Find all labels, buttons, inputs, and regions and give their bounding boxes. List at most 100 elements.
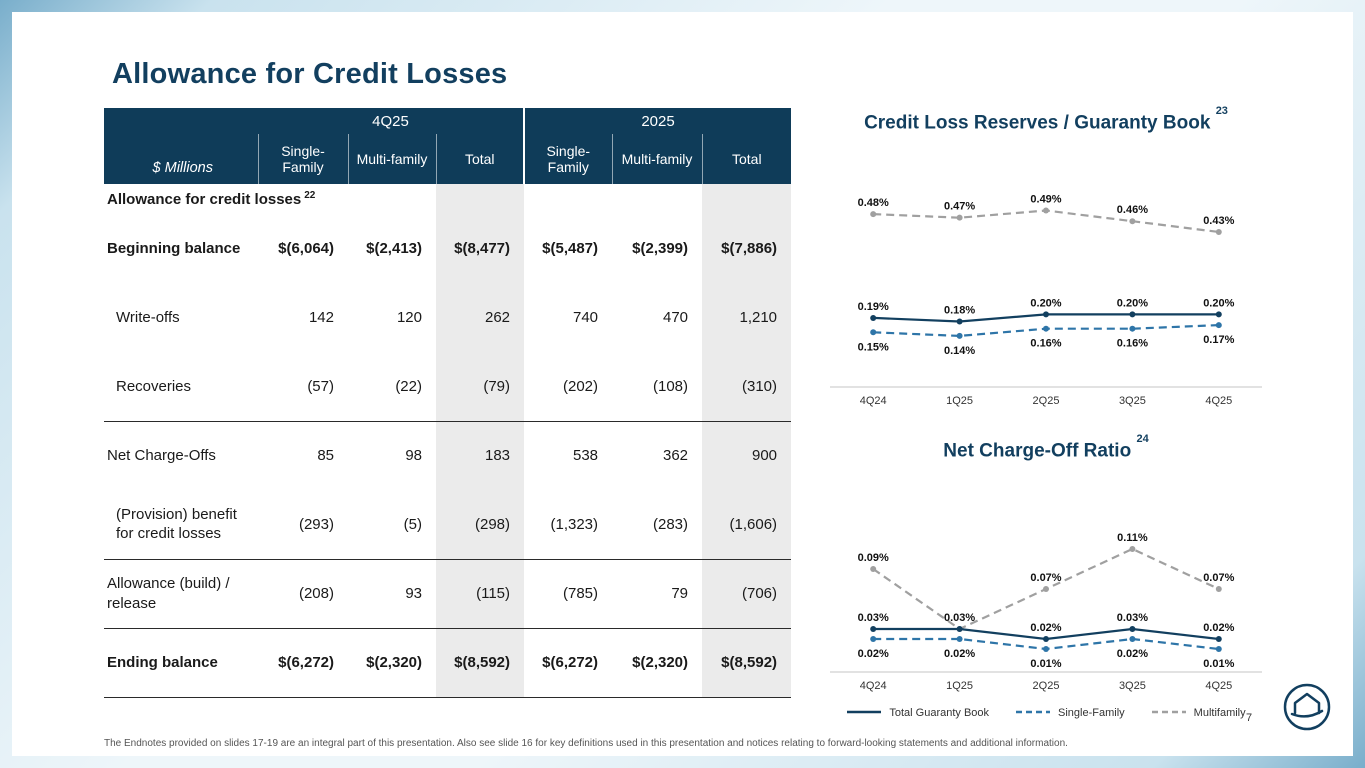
data-point-total-guaranty-book <box>1129 311 1136 318</box>
x-tick-label: 2Q25 <box>1033 680 1060 692</box>
data-label-single-family: 0.02% <box>944 648 975 660</box>
data-point-total-guaranty-book <box>1129 626 1136 632</box>
data-point-multifamily <box>1215 586 1222 592</box>
table-row-provision-benefit: (Provision) benefit for credit losses (2… <box>104 490 792 560</box>
legend-swatch-svg <box>1016 710 1051 714</box>
data-point-total-guaranty-book <box>1043 636 1049 642</box>
legend-swatch-svg <box>847 710 882 714</box>
col-header-multi-family-y: Multi-family <box>611 134 703 184</box>
data-label-multifamily: 0.48% <box>858 197 889 209</box>
data-point-multifamily <box>1129 546 1136 552</box>
data-point-single-family <box>1043 646 1049 652</box>
data-label-multifamily: 0.09% <box>858 552 889 564</box>
col-group-4q25: 4Q25 <box>258 108 525 134</box>
data-point-single-family <box>870 329 877 336</box>
data-point-total-guaranty-book <box>1215 636 1222 642</box>
table-row-recoveries: Recoveries (57) (22) (79) (202) (108) (3… <box>104 352 792 421</box>
x-tick-label: 4Q25 <box>1205 395 1232 407</box>
data-point-total-guaranty-book <box>870 626 877 632</box>
table-row-write-offs: Write-offs 142 120 262 740 470 1,210 <box>104 283 792 352</box>
data-point-single-family <box>956 636 963 642</box>
data-label-single-family: 0.02% <box>1117 648 1148 660</box>
data-label-single-family: 0.14% <box>944 345 975 357</box>
data-point-single-family <box>1215 322 1222 329</box>
page-title: Allowance for Credit Losses <box>112 58 508 90</box>
x-tick-label: 1Q25 <box>946 680 973 692</box>
slide-card: Allowance for Credit Losses $ Millions 4… <box>12 12 1353 756</box>
table-row-ending-balance: Ending balance $(6,272) $(2,320) $(8,592… <box>104 628 792 698</box>
data-label-multifamily: 0.43% <box>1203 215 1234 227</box>
table-row-net-charge-offs: Net Charge-Offs 85 98 183 538 362 900 <box>104 420 792 490</box>
row-label: Net Charge-Offs <box>104 420 258 490</box>
row-label: (Provision) benefit for credit losses <box>104 490 258 560</box>
data-label-multifamily: 0.47% <box>944 201 975 213</box>
table-group-header-row: $ Millions 4Q25 2025 <box>104 108 792 184</box>
x-tick-label: 3Q25 <box>1119 395 1146 407</box>
data-label-multifamily: 0.03% <box>944 612 975 624</box>
legend-line-dashed-gray-icon <box>1151 704 1187 722</box>
data-label-single-family: 0.17% <box>1203 334 1234 346</box>
row-label: Beginning balance <box>107 239 241 257</box>
data-label-single-family: 0.16% <box>1117 338 1148 350</box>
col-header-multi-family-q: Multi-family <box>347 134 436 184</box>
x-tick-label: 4Q24 <box>860 395 887 407</box>
legend-item-total-guaranty-book: Total Guaranty Book <box>846 704 989 722</box>
data-point-single-family <box>1043 325 1049 332</box>
data-point-single-family <box>870 636 877 642</box>
charts-panel: Credit Loss Reserves / Guaranty Book 23 … <box>830 12 1262 756</box>
data-point-multifamily <box>956 214 963 221</box>
chart1-title: Credit Loss Reserves / Guaranty Book 23 <box>864 105 1228 134</box>
data-label-single-family: 0.01% <box>1030 658 1061 670</box>
data-point-total-guaranty-book <box>1215 311 1222 318</box>
chart-legend: Total Guaranty Book Single-Family Multif… <box>830 704 1262 722</box>
legend-swatch-svg <box>1151 710 1186 714</box>
data-point-multifamily <box>1215 228 1222 235</box>
data-label-multifamily: 0.46% <box>1117 204 1148 216</box>
fannie-mae-logo <box>1283 683 1331 731</box>
data-label-total-guaranty-book: 0.03% <box>858 612 889 624</box>
line-chart-svg: 4Q24 1Q25 2Q25 3Q25 4Q25 0.09% 0.03% 0.07% 0.11%… <box>830 532 1262 692</box>
data-point-multifamily <box>1043 207 1049 214</box>
data-point-single-family <box>956 332 963 339</box>
chart2-title: Net Charge-Off Ratio 24 <box>943 433 1149 462</box>
x-tick-label: 3Q25 <box>1119 680 1146 692</box>
data-label-single-family: 0.02% <box>858 648 889 660</box>
data-label-single-family: 0.01% <box>1203 658 1234 670</box>
unit-label: $ Millions <box>104 108 258 184</box>
table-row-beginning-balance: Beginning balance $(6,064) $(2,413) $(8,… <box>104 214 792 283</box>
footer-note: The Endnotes provided on slides 17-19 ar… <box>104 738 1068 749</box>
data-point-multifamily <box>1129 218 1136 225</box>
data-label-multifamily: 0.07% <box>1203 572 1234 584</box>
data-point-total-guaranty-book <box>956 318 963 325</box>
section-label: Allowance for credit losses 22 <box>107 189 316 208</box>
col-group-2025: 2025 <box>523 108 792 134</box>
data-point-single-family <box>1129 325 1136 332</box>
data-point-multifamily <box>870 211 877 218</box>
table-row-allowance-build-release: Allowance (build) / release (208) 93 (11… <box>104 559 792 629</box>
legend-item-single-family: Single-Family <box>1015 704 1125 722</box>
data-point-multifamily <box>1043 586 1049 592</box>
x-tick-label: 1Q25 <box>946 395 973 407</box>
legend-line-solid-icon <box>846 704 882 722</box>
data-label-multifamily: 0.49% <box>1030 193 1061 205</box>
col-header-single-family-y: Single-Family <box>523 134 613 184</box>
data-label-single-family: 0.16% <box>1030 338 1061 350</box>
data-label-total-guaranty-book: 0.02% <box>1030 622 1061 634</box>
legend-line-dashed-blue-icon <box>1015 704 1051 722</box>
table-section-row: Allowance for credit losses 22 <box>104 184 792 214</box>
x-tick-label: 4Q25 <box>1205 680 1232 692</box>
section-superscript: 22 <box>304 189 316 201</box>
col-header-total-q: Total <box>435 134 525 184</box>
data-point-single-family <box>1129 636 1136 642</box>
col-header-single-family-q: Single-Family <box>257 134 348 184</box>
data-point-multifamily <box>870 566 877 572</box>
row-label: Allowance (build) / release <box>104 559 258 629</box>
data-point-total-guaranty-book <box>870 314 877 321</box>
data-label-total-guaranty-book: 0.20% <box>1117 297 1148 309</box>
page-number: 7 <box>1246 712 1253 724</box>
data-label-total-guaranty-book: 0.19% <box>858 301 889 313</box>
chart2-title-superscript: 24 <box>1136 433 1149 445</box>
legend-item-multifamily: Multifamily <box>1151 704 1246 722</box>
x-tick-label: 2Q25 <box>1033 395 1060 407</box>
data-point-total-guaranty-book <box>956 626 963 632</box>
